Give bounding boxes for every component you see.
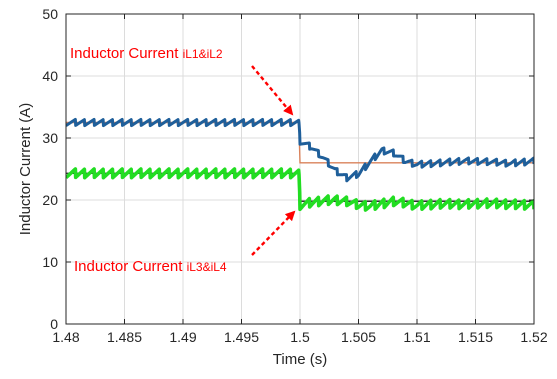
x-tick-label: 1.5: [290, 329, 310, 345]
y-axis-label: Inductor Current (A): [17, 103, 34, 236]
x-tick-label: 1.495: [224, 329, 259, 345]
y-tick-label: 20: [42, 192, 58, 208]
y-tick-label: 50: [42, 6, 58, 22]
x-tick-label: 1.49: [169, 329, 196, 345]
y-tick-label: 0: [50, 316, 58, 332]
annotation-il1-il2-sub: iL1&iL2: [183, 47, 223, 61]
y-tick-label: 10: [42, 254, 58, 270]
annotation-il1-il2: Inductor Current iL1&iL2: [70, 45, 223, 62]
x-tick-label: 1.485: [107, 329, 142, 345]
series-line-iL1_iL2: [66, 117, 534, 183]
y-tick-label: 40: [42, 68, 58, 84]
annotation-il3-il4-text: Inductor Current: [74, 258, 187, 275]
axis-ticks: 1.48 1.485 1.49 1.495 1.5 1.505 1.51 1.515 1.52 0…: [42, 6, 547, 345]
annotation-il3-il4-arrow: [251, 210, 296, 256]
x-axis-label: Time (s): [273, 351, 327, 368]
series-layer: [66, 117, 534, 212]
x-tick-label: 1.52: [520, 329, 547, 345]
annotation-il1-il2-arrow: [251, 65, 294, 116]
series-line-iL3_iL4: [66, 167, 534, 212]
y-tick-label: 30: [42, 130, 58, 146]
annotation-il3-il4-sub: iL3&iL4: [187, 260, 227, 274]
x-tick-label: 1.51: [403, 329, 430, 345]
x-tick-label: 1.505: [341, 329, 376, 345]
annotation-il1-il2-text: Inductor Current: [70, 45, 183, 62]
x-tick-label: 1.48: [52, 329, 79, 345]
annotation-il3-il4: Inductor Current iL3&iL4: [74, 258, 227, 275]
annotations: Inductor Current iL1&iL2 Inductor Curren…: [70, 45, 296, 275]
x-tick-label: 1.515: [458, 329, 493, 345]
